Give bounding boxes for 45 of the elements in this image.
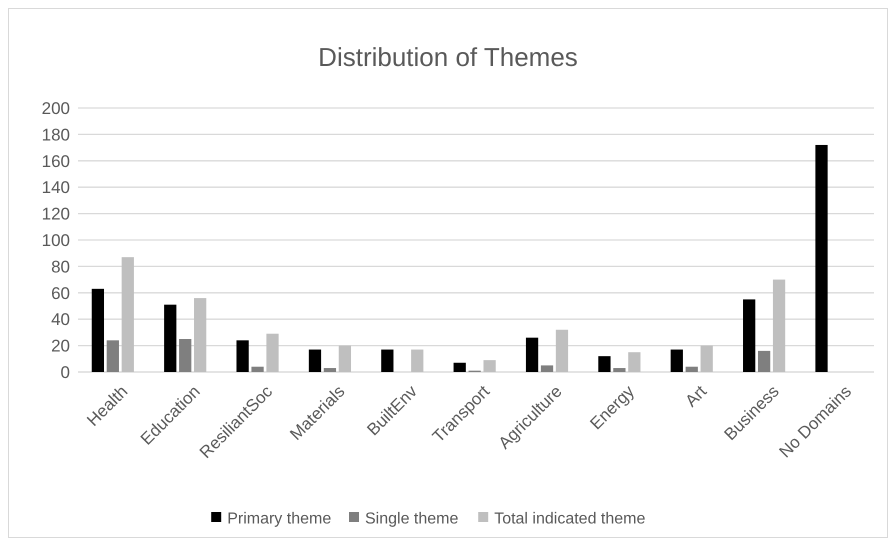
bar bbox=[540, 365, 554, 372]
y-tick-label: 0 bbox=[60, 362, 70, 382]
bar bbox=[526, 338, 538, 372]
x-tick-label: Art bbox=[682, 382, 711, 411]
bar bbox=[324, 368, 336, 372]
bar bbox=[758, 350, 770, 372]
bar bbox=[743, 299, 756, 372]
bar bbox=[381, 350, 394, 372]
y-tick-label: 40 bbox=[51, 310, 70, 330]
bar bbox=[106, 340, 119, 372]
y-tick-label: 200 bbox=[42, 98, 70, 118]
y-tick-label: 60 bbox=[51, 284, 70, 303]
bar bbox=[454, 362, 466, 372]
bar bbox=[266, 334, 279, 372]
y-tick-label: 140 bbox=[42, 178, 70, 198]
y-tick-label: 120 bbox=[42, 204, 70, 224]
chart-title: Distribution of Themes bbox=[318, 42, 578, 72]
legend-label: Primary theme bbox=[227, 510, 332, 528]
bar bbox=[338, 346, 352, 372]
bar bbox=[122, 257, 134, 372]
bar bbox=[411, 350, 424, 372]
y-tick-label: 160 bbox=[42, 152, 70, 171]
legend-label: Single theme bbox=[365, 510, 458, 528]
bar bbox=[179, 339, 192, 372]
bar bbox=[556, 330, 568, 372]
bar bbox=[164, 304, 176, 372]
bar bbox=[772, 280, 786, 372]
y-tick-label: 80 bbox=[51, 257, 70, 276]
bar bbox=[628, 352, 640, 372]
bar bbox=[598, 356, 611, 372]
y-tick-label: 180 bbox=[42, 125, 70, 144]
bar bbox=[670, 350, 683, 372]
bar bbox=[251, 366, 264, 372]
y-tick-label: 100 bbox=[42, 230, 70, 250]
bar bbox=[686, 366, 698, 372]
bar bbox=[483, 360, 496, 372]
y-tick-label: 20 bbox=[51, 336, 70, 356]
bar bbox=[92, 288, 104, 372]
bar bbox=[194, 298, 206, 372]
bar bbox=[700, 346, 713, 372]
bar bbox=[815, 144, 828, 372]
bar bbox=[236, 340, 249, 372]
bar bbox=[613, 368, 626, 372]
bar bbox=[308, 350, 322, 372]
legend-label: Total indicated theme bbox=[494, 510, 646, 528]
